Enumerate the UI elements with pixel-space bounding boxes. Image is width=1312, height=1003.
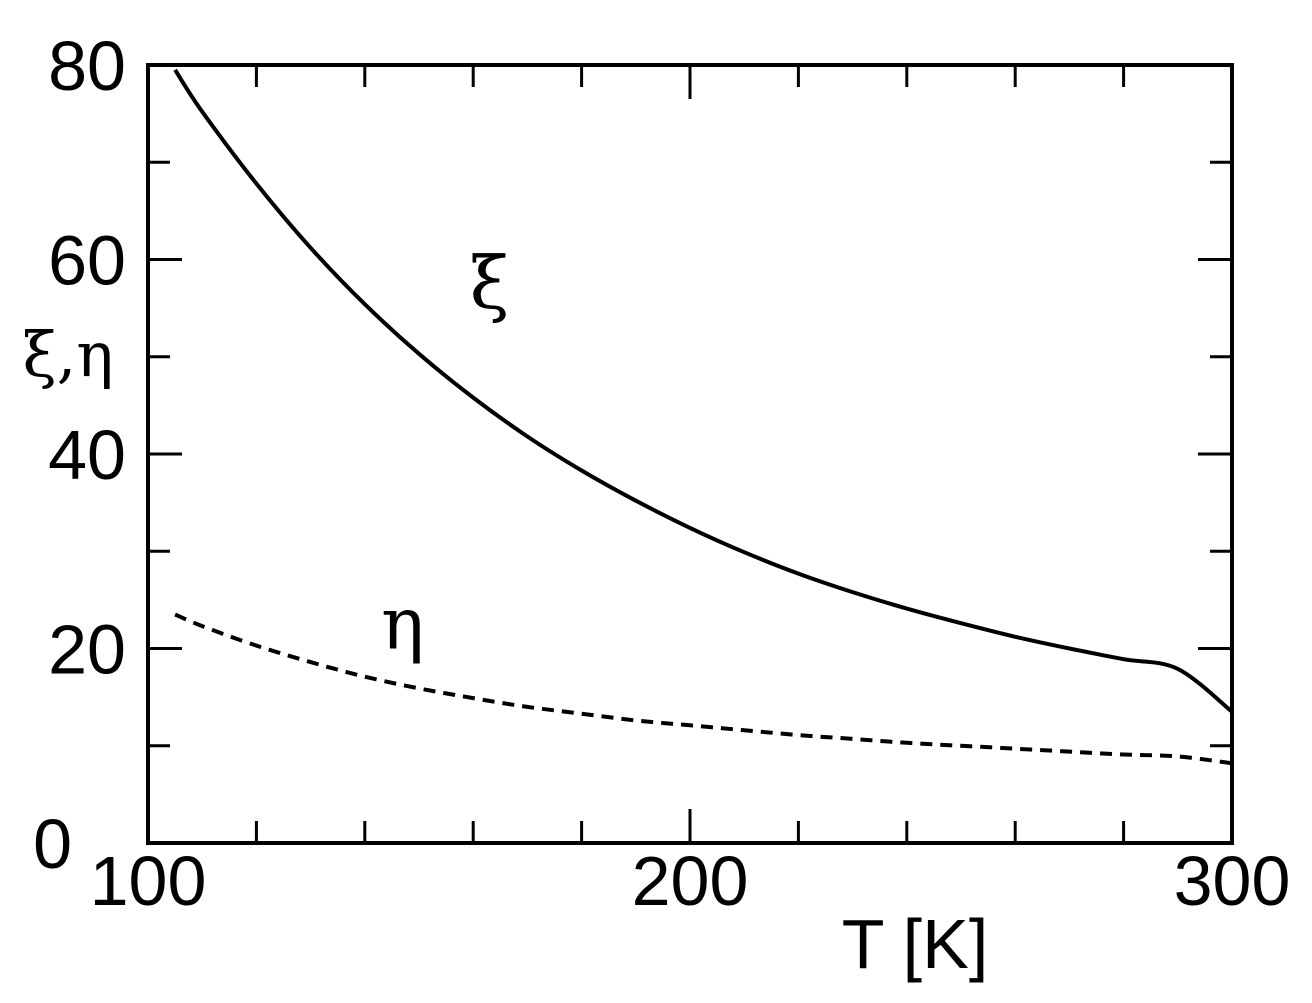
- series-annotation-label: ξ: [470, 241, 510, 325]
- y-tick-label: 60: [48, 222, 126, 300]
- minor-ticks: [148, 65, 1232, 843]
- tick-labels: 100 200 300 0 20 40 60 80: [33, 27, 1290, 920]
- series-layer: [173, 68, 1234, 766]
- y-tick-label: 20: [48, 611, 126, 689]
- y-axis-title: ξ,η: [22, 318, 113, 391]
- x-tick-label: 100: [90, 842, 207, 920]
- y-tick-label: 0: [33, 805, 72, 883]
- series-line-xi: [173, 68, 1234, 714]
- series-line-eta: [174, 612, 1233, 766]
- x-tick-label: 300: [1174, 842, 1291, 920]
- series-annotation-label: η: [381, 582, 424, 666]
- x-tick-label: 200: [632, 842, 749, 920]
- annotation-layer: ξη: [381, 241, 509, 665]
- plot-frame: [146, 63, 1234, 845]
- y-tick-label: 40: [48, 416, 126, 494]
- y-tick-label: 80: [48, 27, 126, 105]
- x-axis-title: T [K]: [842, 905, 989, 983]
